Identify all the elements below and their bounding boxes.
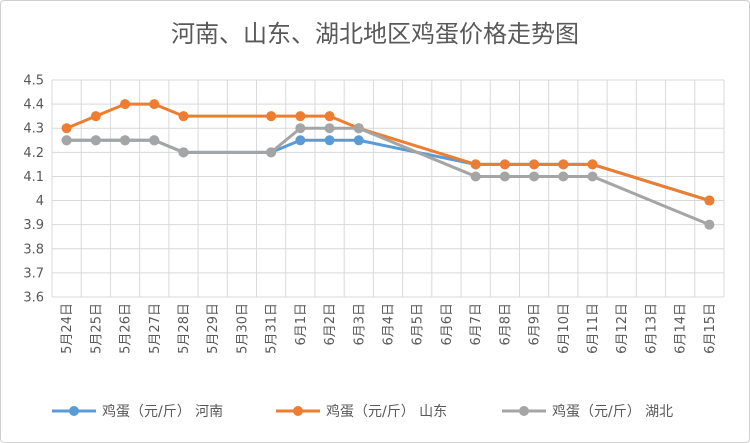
data-point <box>295 111 306 122</box>
legend-label: 鸡蛋（元/斤） 山东 <box>326 403 447 420</box>
y-tick-label: 4.5 <box>23 74 44 89</box>
data-point <box>324 111 335 122</box>
grid-layer <box>51 79 725 298</box>
data-point <box>149 135 160 146</box>
x-tick-label: 6月13日 <box>644 303 659 354</box>
legend-label: 鸡蛋（元/斤） 湖北 <box>552 403 673 420</box>
x-tick-label: 6月5日 <box>411 303 426 346</box>
x-tick-label: 6月11日 <box>586 303 601 354</box>
series-2 <box>61 123 715 230</box>
data-point <box>149 99 160 110</box>
data-point <box>61 135 72 146</box>
x-tick-label: 5月30日 <box>235 303 250 354</box>
y-tick-label: 4.1 <box>23 170 44 185</box>
y-tick-label: 4.2 <box>23 146 44 161</box>
x-tick-label: 6月2日 <box>323 303 338 346</box>
x-tick-label: 5月25日 <box>89 303 104 354</box>
legend-item: 鸡蛋（元/斤） 河南 <box>52 403 223 420</box>
legend-marker <box>69 406 79 416</box>
data-point <box>470 159 481 170</box>
x-tick-label: 6月7日 <box>469 303 484 346</box>
data-point <box>120 135 131 146</box>
data-point <box>295 135 306 146</box>
x-tick-label: 6月9日 <box>528 303 543 346</box>
chart-title: 河南、山东、湖北地区鸡蛋价格走势图 <box>171 20 579 48</box>
x-tick-label: 6月6日 <box>440 303 455 346</box>
data-point <box>61 123 72 134</box>
data-point <box>266 111 277 122</box>
data-point <box>324 135 335 146</box>
y-tick-label: 3.8 <box>23 242 44 257</box>
data-point <box>353 135 364 146</box>
legend-label: 鸡蛋（元/斤） 河南 <box>102 403 223 420</box>
data-point <box>704 195 715 206</box>
legend-marker <box>293 406 303 416</box>
x-tick-label: 5月31日 <box>265 303 280 354</box>
x-tick-label: 6月12日 <box>615 303 630 354</box>
data-point <box>529 159 540 170</box>
x-tick-label: 6月10日 <box>557 303 572 354</box>
x-tick-label: 6月15日 <box>703 303 718 354</box>
x-tick-label: 5月28日 <box>177 303 192 354</box>
data-point <box>499 159 510 170</box>
series-1 <box>61 99 715 206</box>
data-point <box>266 147 277 158</box>
y-tick-label: 3.9 <box>23 218 44 233</box>
x-tick-label: 6月8日 <box>498 303 513 346</box>
x-tick-label: 6月4日 <box>382 303 397 346</box>
data-point <box>295 123 306 134</box>
data-point <box>499 171 510 182</box>
data-point <box>558 159 569 170</box>
data-point <box>704 219 715 230</box>
data-point <box>470 171 481 182</box>
y-tick-label: 4.3 <box>23 122 44 137</box>
y-tick-label: 4.4 <box>23 98 44 113</box>
data-point <box>178 111 189 122</box>
y-tick-label: 3.7 <box>23 266 44 281</box>
data-point <box>353 123 364 134</box>
x-tick-label: 6月3日 <box>352 303 367 346</box>
data-point <box>529 171 540 182</box>
legend: 鸡蛋（元/斤） 河南 鸡蛋（元/斤） 山东 鸡蛋（元/斤） 湖北 <box>52 403 673 420</box>
data-point <box>587 159 598 170</box>
data-point <box>558 171 569 182</box>
x-tick-label: 5月26日 <box>119 303 134 354</box>
x-tick-label: 6月14日 <box>674 303 689 354</box>
data-point <box>324 123 335 134</box>
series-layer <box>61 99 715 230</box>
x-tick-label: 5月27日 <box>148 303 163 354</box>
x-tick-label: 5月29日 <box>206 303 221 354</box>
legend-item: 鸡蛋（元/斤） 山东 <box>276 403 447 420</box>
y-tick-label: 4 <box>36 194 44 209</box>
x-tick-label: 6月1日 <box>294 303 309 346</box>
data-point <box>120 99 131 110</box>
legend-item: 鸡蛋（元/斤） 湖北 <box>502 403 673 420</box>
data-point <box>587 171 598 182</box>
legend-marker <box>519 406 529 416</box>
data-point <box>90 111 101 122</box>
x-tick-label: 5月24日 <box>60 303 75 354</box>
axis-layer: 3.6 3.7 3.8 3.9 4 4.1 4.2 4.3 4.4 4.5 5月24日 5月25日 5月… <box>23 74 718 354</box>
data-point <box>178 147 189 158</box>
data-point <box>90 135 101 146</box>
y-tick-label: 3.6 <box>23 291 44 306</box>
